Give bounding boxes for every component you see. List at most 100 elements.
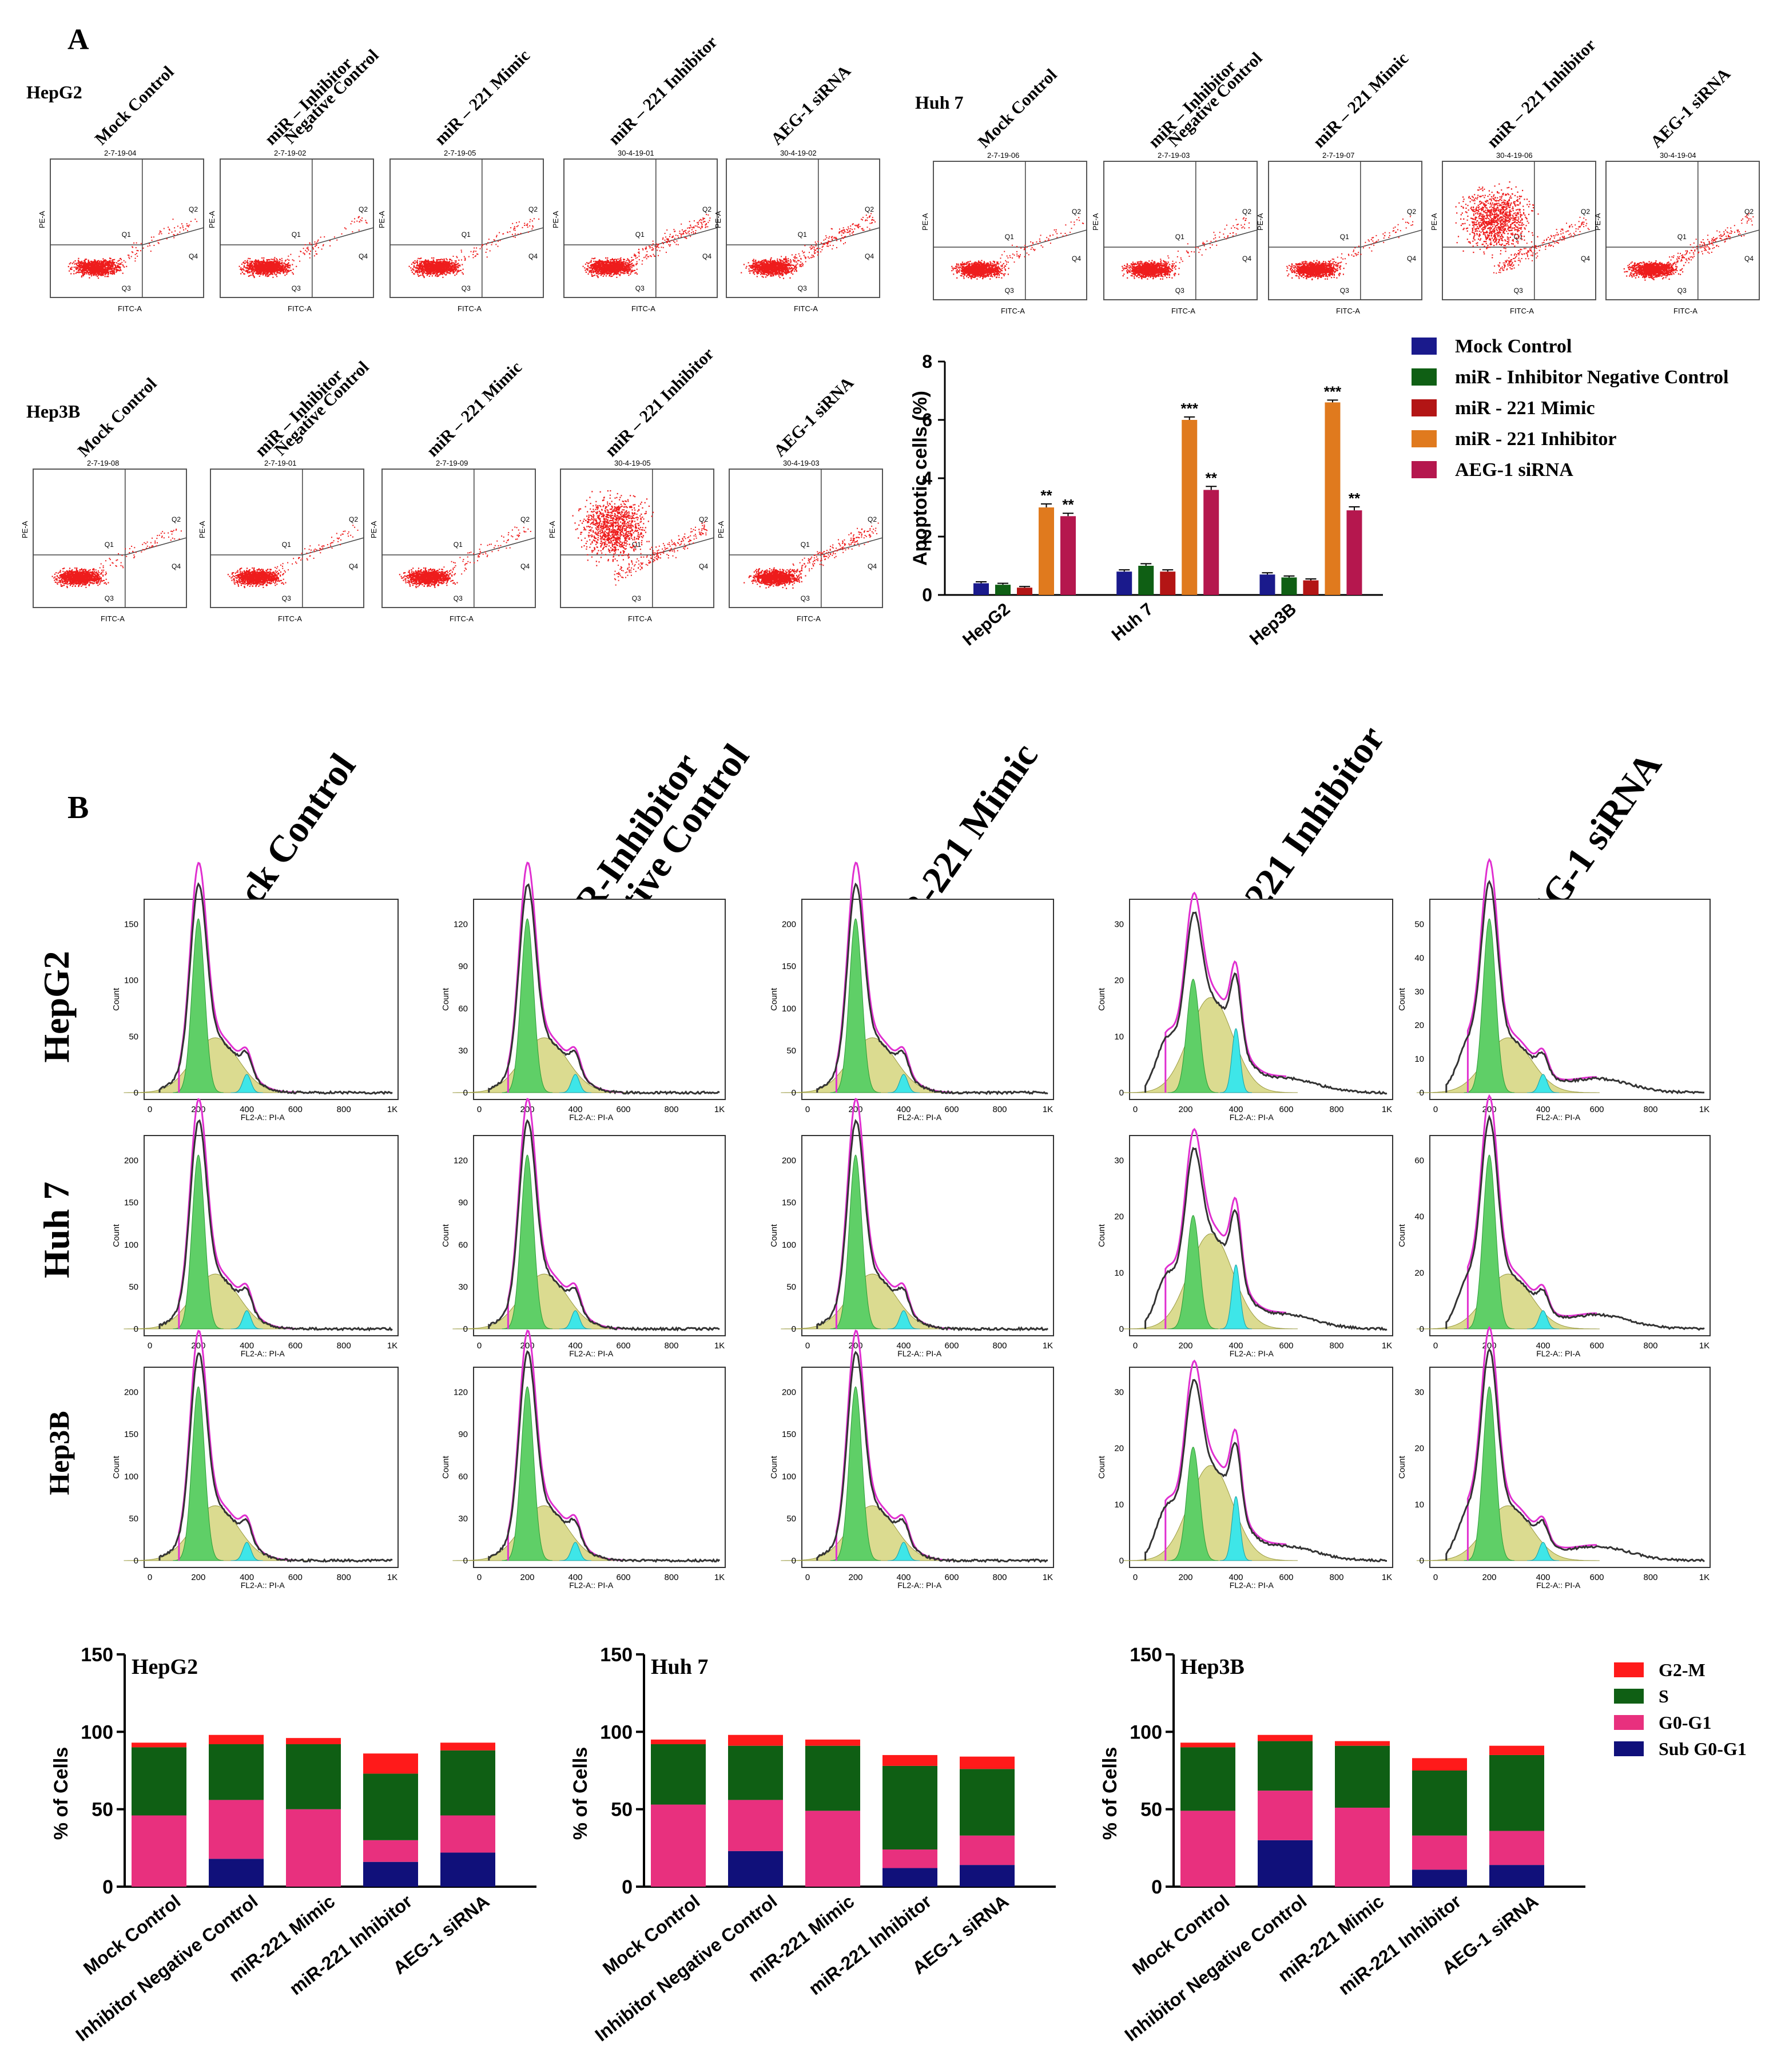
y-axis-label: Count (112, 987, 121, 1011)
model-fit-curve (1466, 858, 1597, 1093)
s-phase-fill (1123, 1233, 1298, 1329)
segment-s-mock-control (132, 1747, 186, 1816)
quadrant-label: Q2 (520, 515, 530, 523)
x-tick-label: 400 (896, 1573, 911, 1582)
y-axis-label: Count (441, 1224, 451, 1247)
quadrant-label: Q3 (122, 284, 131, 292)
row-label-huh7-a: Huh 7 (915, 92, 963, 113)
x-tick-label: 200 (191, 1105, 205, 1114)
x-tick-label: 1K (1382, 1105, 1392, 1114)
x-tick-label: 0 (477, 1341, 482, 1351)
g0-g1-fill (502, 1386, 553, 1561)
g2-m-fill (230, 1542, 263, 1561)
x-axis-label: FL2-A:: PI-A (1536, 1349, 1581, 1358)
y-tick-label: 120 (454, 1156, 468, 1166)
x-axis-label: FITC-A (288, 304, 312, 313)
bar-aeg-1-sirna-huh-7 (1203, 490, 1219, 595)
row-header-huh-7: Huh 7 (36, 1182, 77, 1279)
quadrant-label: Q2 (699, 515, 708, 523)
y-tick-label: 50 (129, 1032, 138, 1042)
dot-plot-header: miR – 221 Mimic (423, 358, 526, 460)
y-tick-label: 150 (782, 1198, 796, 1208)
y-axis-title: % of Cells (570, 1747, 591, 1840)
histogram-frame (801, 1135, 1054, 1336)
quadrant-label: Q1 (454, 541, 463, 549)
y-tick-label: 10 (1414, 1054, 1424, 1064)
dot-plot-header: miR – Inhibitor (261, 54, 356, 149)
quadrant-line (220, 227, 374, 245)
segment-g0-g1-aeg-1-sirna (960, 1835, 1015, 1865)
y-tick-label: 120 (454, 1388, 468, 1398)
x-tick-label: 0 (477, 1105, 482, 1114)
g0-g1-fill (173, 1386, 224, 1561)
y-tick-label: 100 (782, 1240, 796, 1250)
x-axis-label: FL2-A:: PI-A (569, 1581, 614, 1590)
segment-g0-g1-inhibitor-negative-control (1258, 1791, 1313, 1840)
segment-g0-g1-aeg-1-sirna (1489, 1831, 1544, 1865)
segment-g2-m-aeg-1-sirna (1489, 1745, 1544, 1755)
segment-g2-m-mock-control (651, 1739, 706, 1744)
x-tick-label: 200 (848, 1105, 862, 1114)
model-fit-curve (1466, 1094, 1597, 1329)
quadrant-line (1269, 229, 1422, 248)
y-tick-label: 4 (922, 468, 932, 489)
significance-mark: *** (1324, 383, 1342, 400)
g0-g1-fill (173, 918, 224, 1093)
y-tick-label: 0 (792, 1556, 796, 1566)
quadrant-label: Q4 (699, 562, 708, 570)
s-phase-fill (1416, 1037, 1600, 1093)
y-tick-label: 0 (1119, 1324, 1124, 1334)
y-tick-label: 100 (782, 1472, 796, 1482)
segment-g0-g1-mock-control (132, 1815, 186, 1887)
x-tick-label: 400 (1536, 1341, 1550, 1351)
y-axis-label: PE-A (717, 521, 725, 538)
bar-mir-221-mimic-hepg2 (1017, 588, 1032, 595)
x-tick-label: 1K (1699, 1573, 1710, 1582)
y-tick-label: 0 (134, 1088, 138, 1098)
segment-g0-g1-aeg-1-sirna (440, 1815, 495, 1853)
y-axis-label: PE-A (21, 521, 29, 538)
dot-plot-header: Mock Control (975, 65, 1061, 152)
quadrant-label: Q2 (1744, 208, 1754, 216)
quadrant-label: Q3 (1175, 287, 1184, 295)
y-axis-label: Count (1397, 987, 1407, 1011)
x-tick-label: 200 (1178, 1341, 1192, 1351)
quadrant-label: Q4 (172, 562, 181, 570)
x-tick-label: 0 (148, 1105, 152, 1114)
quadrant-label: Q2 (868, 515, 877, 523)
dot-plot-header: miR – 221 Mimic (431, 46, 534, 148)
segment-g0-g1-mock-control (651, 1804, 706, 1887)
x-tick-label: 600 (288, 1341, 303, 1351)
segment-s-mir-221-mimic (1335, 1745, 1390, 1808)
quadrant-label: Q1 (105, 541, 114, 549)
x-tick-label: 600 (1589, 1105, 1604, 1114)
model-fit-curve (1164, 1359, 1287, 1561)
quadrant-label: Q4 (349, 562, 358, 570)
x-tick-label: 200 (848, 1573, 862, 1582)
dot-plot-header: AEG-1 siRNA (768, 61, 855, 149)
y-tick-label: 150 (124, 920, 138, 930)
quadrant-label: Q3 (632, 594, 641, 602)
quadrant-label: Q1 (462, 231, 471, 239)
x-tick-label: 200 (191, 1573, 205, 1582)
data-histogram-curve (488, 1119, 720, 1332)
x-tick-label: 600 (1279, 1105, 1293, 1114)
quadrant-label: Q1 (635, 231, 645, 239)
event-dots (408, 218, 540, 279)
y-tick-label: 0 (134, 1556, 138, 1566)
quadrant-label: Q4 (868, 562, 877, 570)
x-axis-label: FL2-A:: PI-A (569, 1113, 614, 1122)
x-tick-label: 1K (1699, 1105, 1710, 1114)
g0-g1-fill (1464, 1386, 1515, 1561)
segment-g2-m-mir-221-inhibitor (363, 1753, 418, 1774)
x-tick-label: 800 (992, 1341, 1007, 1351)
row-label-hepg2-a: HepG2 (26, 82, 82, 102)
y-tick-label: 90 (458, 1198, 468, 1208)
g2-m-fill (1219, 1264, 1253, 1329)
x-tick-label: 200 (520, 1573, 534, 1582)
